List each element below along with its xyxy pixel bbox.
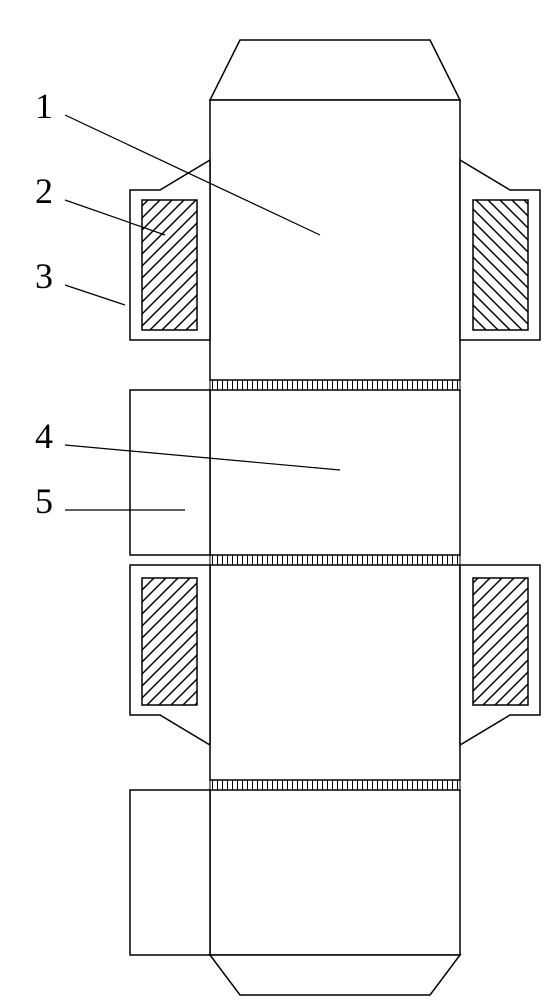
- hatch-region-bot-left: [142, 578, 197, 705]
- label-4: 4: [35, 415, 53, 457]
- panel-1-top: [130, 40, 540, 390]
- panel-2: [130, 390, 460, 565]
- label-2: 2: [35, 170, 53, 212]
- panel-2-left-flap: [130, 390, 210, 555]
- panel-3: [130, 565, 540, 790]
- label-3: 3: [35, 255, 53, 297]
- label-5: 5: [35, 480, 53, 522]
- label-1: 1: [35, 85, 53, 127]
- fold-strip-3: [210, 780, 460, 790]
- diagram-svg: [0, 0, 549, 1000]
- panel-4-bottom: [130, 790, 460, 995]
- hatch-region-top-left: [142, 200, 197, 330]
- fold-strip-2: [210, 555, 460, 565]
- hatch-region-top-right: [473, 200, 528, 330]
- panel-4-left-flap: [130, 790, 210, 955]
- fold-strip-1: [210, 380, 460, 390]
- hatch-region-bot-right: [473, 578, 528, 705]
- box-unfold-diagram: [0, 0, 549, 1000]
